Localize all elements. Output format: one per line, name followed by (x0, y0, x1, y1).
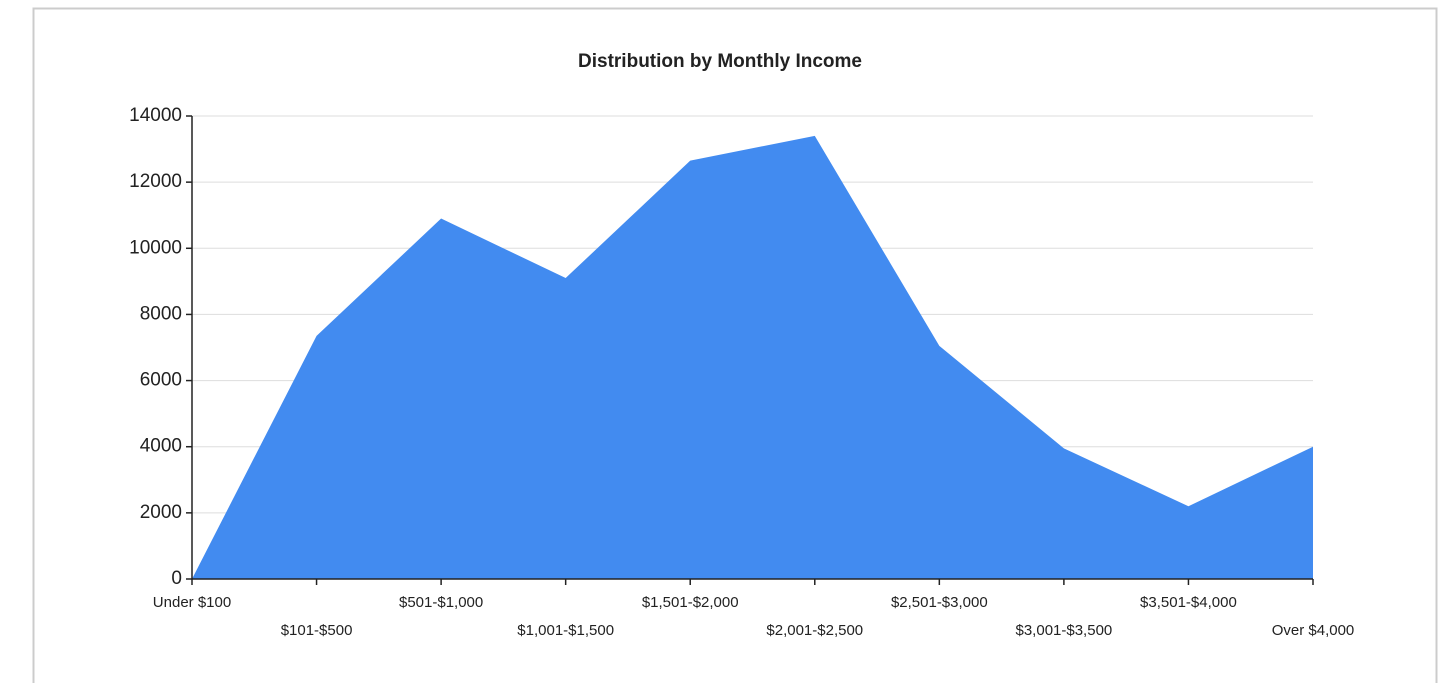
y-tick-label: 4000 (140, 436, 182, 457)
x-tick-label: $3,001-$3,500 (1016, 622, 1113, 639)
y-tick-label: 14000 (129, 105, 182, 126)
chart-title: Distribution by Monthly Income (578, 51, 862, 72)
area (192, 135, 1313, 580)
y-tick-label: 12000 (129, 171, 182, 192)
frame (32, 7, 1438, 683)
x-tick-label: Over $4,000 (1272, 622, 1355, 639)
x-tick-label: $1,001-$1,500 (517, 622, 614, 639)
x-tick-label: $101-$500 (281, 622, 353, 639)
y-tick-label: 8000 (140, 303, 182, 324)
y-tick-label: 6000 (140, 370, 182, 391)
x-tick-label: $2,501-$3,000 (891, 594, 988, 611)
x-tick-label: Under $100 (153, 594, 231, 611)
y-tick-label: 10000 (129, 237, 182, 258)
x-tick-label: $501-$1,000 (399, 594, 483, 611)
x-tick-label: $2,001-$2,500 (766, 622, 863, 639)
x-tick-label: $3,501-$4,000 (1140, 594, 1237, 611)
y-tick-label: 0 (171, 568, 182, 589)
y-tick-label: 2000 (140, 502, 182, 523)
x-tick-label: $1,501-$2,000 (642, 594, 739, 611)
